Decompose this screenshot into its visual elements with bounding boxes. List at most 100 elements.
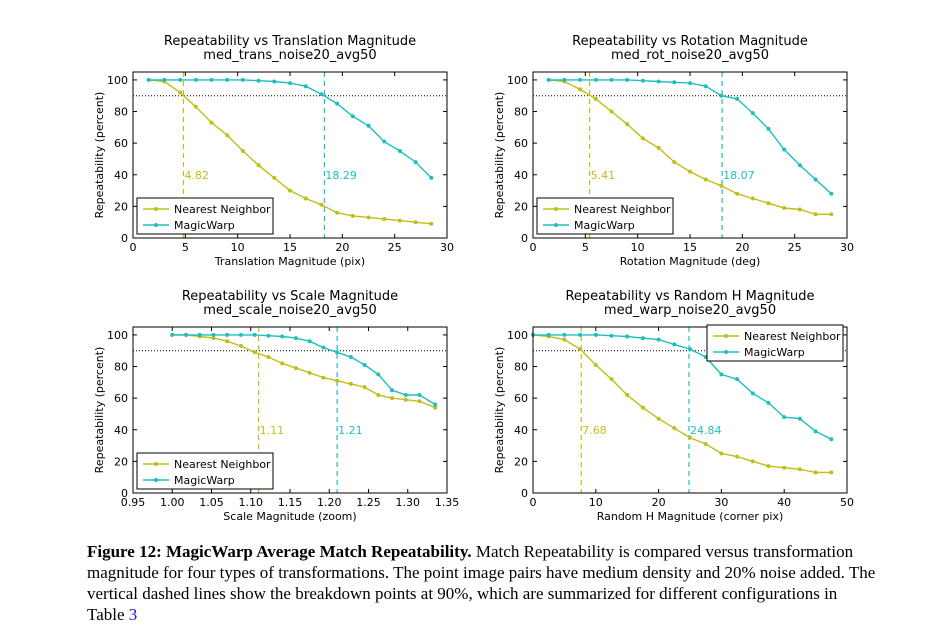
legend-swatch-marker xyxy=(154,462,158,466)
data-point xyxy=(609,77,614,82)
data-point xyxy=(293,366,298,371)
data-point xyxy=(209,120,214,125)
breakdown-label: 5.41 xyxy=(591,169,616,182)
series-line xyxy=(148,79,432,179)
plot-frame xyxy=(532,326,848,494)
data-point xyxy=(288,188,292,193)
data-point xyxy=(829,470,834,475)
data-point xyxy=(307,370,312,375)
data-point xyxy=(703,177,708,182)
x-tick-label: 40 xyxy=(777,496,791,509)
chart-subtitle: med_rot_noise20_avg50 xyxy=(611,48,769,63)
legend: Nearest Neighbor MagicWarp xyxy=(136,452,274,490)
data-point xyxy=(735,454,740,459)
data-point xyxy=(390,396,395,401)
data-point xyxy=(162,77,167,82)
series-line xyxy=(548,79,832,216)
x-tick-label: 20 xyxy=(652,496,666,509)
data-point xyxy=(546,77,551,82)
legend-swatch-marker xyxy=(154,478,158,482)
breakdown-label: 18.07 xyxy=(723,169,755,182)
data-point xyxy=(238,332,243,337)
data-point xyxy=(750,111,755,116)
data-point xyxy=(813,429,818,434)
data-point xyxy=(735,96,740,101)
plot-frame xyxy=(132,71,448,239)
legend-swatch-marker xyxy=(154,223,158,227)
data-point xyxy=(362,385,367,390)
x-tick-label: 30 xyxy=(440,241,454,254)
plot-frame xyxy=(132,326,448,494)
data-point xyxy=(211,332,216,337)
chart-title: Repeatability vs Rotation Magnitude xyxy=(572,34,808,49)
data-point xyxy=(829,212,834,217)
data-point xyxy=(417,399,422,404)
data-point xyxy=(366,215,371,220)
data-point xyxy=(782,147,787,152)
data-point xyxy=(593,77,598,82)
data-point xyxy=(280,361,285,366)
data-point xyxy=(397,218,402,223)
x-tick-label: 1.10 xyxy=(239,496,264,509)
breakdown-label: 24.84 xyxy=(690,424,722,437)
data-point xyxy=(335,378,340,383)
data-point xyxy=(546,332,551,337)
data-point xyxy=(429,175,434,180)
data-point xyxy=(225,77,230,82)
data-point xyxy=(578,347,583,352)
data-point xyxy=(766,126,771,131)
data-point xyxy=(640,136,645,141)
data-point xyxy=(209,77,214,82)
figure-caption: Figure 12: MagicWarp Average Match Repea… xyxy=(87,541,877,625)
data-point xyxy=(238,343,243,348)
legend-label: MagicWarp xyxy=(174,474,235,487)
y-tick-label: 40 xyxy=(514,169,528,182)
chart-title: Repeatability vs Random H Magnitude xyxy=(565,289,814,304)
data-point xyxy=(146,77,151,82)
data-point xyxy=(829,191,834,196)
subplot-translation: Repeatability vs Translation Magnitudeme… xyxy=(93,34,454,268)
data-point xyxy=(429,221,434,226)
series-line xyxy=(172,334,436,409)
y-tick-label: 80 xyxy=(514,106,528,119)
data-point xyxy=(766,464,771,469)
data-point xyxy=(640,336,645,341)
y-tick-label: 20 xyxy=(114,455,128,468)
data-point xyxy=(240,149,245,154)
breakdown-label: 1.11 xyxy=(260,424,285,437)
table-reference-link[interactable]: 3 xyxy=(128,605,138,624)
data-point xyxy=(593,362,598,367)
data-point xyxy=(376,392,381,397)
data-point xyxy=(225,339,230,344)
data-point xyxy=(656,79,661,84)
data-point xyxy=(766,201,771,206)
y-tick-label: 40 xyxy=(114,169,128,182)
legend-label: Nearest Neighbor xyxy=(574,203,671,216)
y-axis-label: Repeatability (percent) xyxy=(493,347,506,474)
data-point xyxy=(335,350,340,355)
data-point xyxy=(578,332,583,337)
x-tick-label: 1.35 xyxy=(435,496,460,509)
data-point xyxy=(376,372,381,377)
data-point xyxy=(178,77,183,82)
data-point xyxy=(609,109,614,114)
data-point xyxy=(750,196,755,201)
legend-label: MagicWarp xyxy=(574,219,635,232)
data-point xyxy=(280,334,285,339)
y-tick-label: 80 xyxy=(114,106,128,119)
data-point xyxy=(688,169,692,174)
x-tick-label: 5 xyxy=(182,241,189,254)
data-point xyxy=(625,334,630,339)
data-point xyxy=(321,375,326,380)
x-tick-label: 15 xyxy=(283,241,297,254)
y-tick-label: 60 xyxy=(114,392,128,405)
data-point xyxy=(797,163,802,168)
x-tick-label: 20 xyxy=(735,241,749,254)
data-point xyxy=(719,451,724,456)
data-point xyxy=(766,400,771,405)
data-point xyxy=(750,391,755,396)
data-point xyxy=(656,145,661,150)
x-tick-label: 10 xyxy=(589,496,603,509)
x-tick-label: 30 xyxy=(840,241,854,254)
chart-subtitle: med_warp_noise20_avg50 xyxy=(604,303,776,318)
